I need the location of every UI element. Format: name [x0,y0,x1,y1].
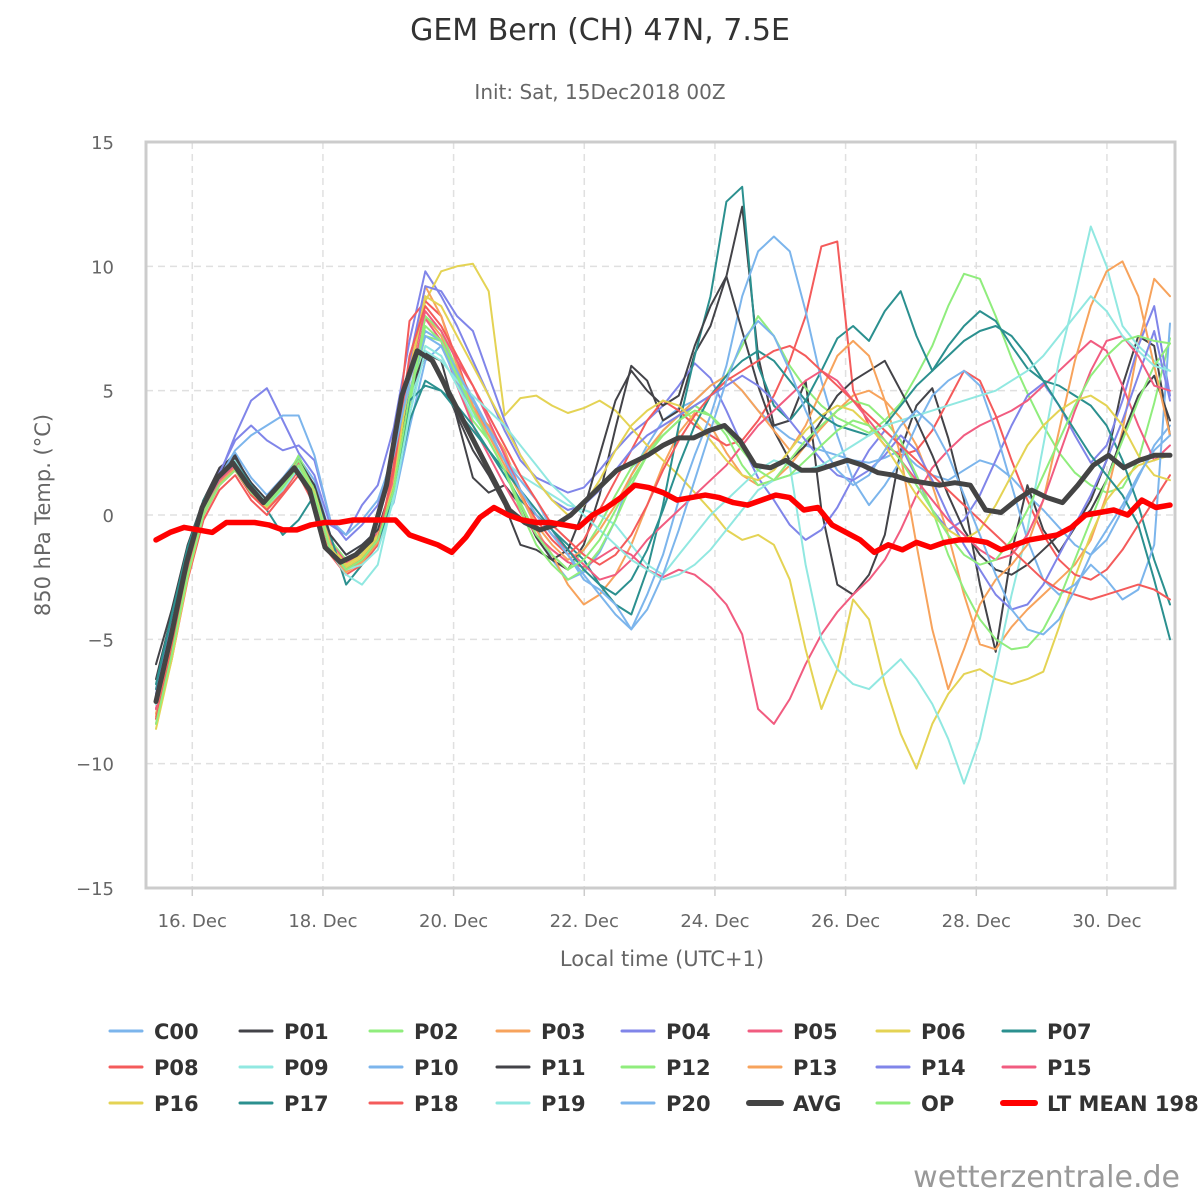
x-axis-ticks: 16. Dec 18. Dec 20. Dec 22. Dec 24. Dec 26. D… [158,888,1142,932]
legend-label: P08 [154,1056,199,1080]
y-tick-label: 15 [91,133,114,154]
series-line-p20 [155,320,1171,700]
y-tick-label: −15 [76,879,114,900]
series-lines [153,185,1173,785]
legend-item-p11[interactable]: P11 [495,1056,586,1080]
legend-label: P18 [414,1092,459,1116]
x-tick-label: 30. Dec [1072,911,1141,932]
legend-label: P19 [541,1092,586,1116]
legend-label: OP [921,1092,954,1116]
x-tick-label: 22. Dec [550,911,619,932]
legend-label: P03 [541,1020,586,1044]
series-line-avg [153,348,1173,704]
legend-item-p14[interactable]: P14 [875,1056,966,1080]
legend-label: P17 [284,1092,329,1116]
legend-label: P10 [414,1056,459,1080]
y-tick-label: 5 [103,382,114,403]
legend-item-p04[interactable]: P04 [620,1020,711,1044]
series-line-lt-mean-1981-2010 [153,482,1173,556]
legend-label: C00 [154,1020,199,1044]
legend-item-p05[interactable]: P05 [747,1020,838,1044]
legend-item-p03[interactable]: P03 [495,1020,586,1044]
legend-label: P09 [284,1056,329,1080]
x-tick-label: 16. Dec [158,911,227,932]
legend-label: P11 [541,1056,586,1080]
legend-item-p19[interactable]: P19 [495,1092,586,1116]
y-axis-title: 850 hPa Temp. (°C) [31,414,55,616]
legend-item-p15[interactable]: P15 [1001,1056,1092,1080]
x-tick-label: 28. Dec [942,911,1011,932]
legend-label: P07 [1047,1020,1092,1044]
legend-label: P20 [666,1092,711,1116]
chart-title: GEM Bern (CH) 47N, 7.5E [410,13,790,48]
y-tick-label: −5 [87,630,114,651]
series-line-op [155,325,1171,725]
legend-label: P01 [284,1020,329,1044]
x-tick-label: 26. Dec [811,911,880,932]
legend-label: P13 [793,1056,838,1080]
legend-item-c00[interactable]: C00 [108,1020,199,1044]
legend-label: P14 [921,1056,966,1080]
x-axis-title: Local time (UTC+1) [560,947,764,971]
legend-item-p08[interactable]: P08 [108,1056,199,1080]
credit-text: wetterzentrale.de [913,1160,1180,1195]
chart-subtitle: Init: Sat, 15Dec2018 00Z [474,80,725,104]
series-line-c00 [155,344,1171,695]
x-tick-label: 20. Dec [419,911,488,932]
legend-label: P04 [666,1020,711,1044]
legend-item-p18[interactable]: P18 [368,1092,459,1116]
plot-frame [144,140,1177,890]
legend-item-p10[interactable]: P10 [368,1056,459,1080]
legend-label: P15 [1047,1056,1092,1080]
legend-label: P05 [793,1020,838,1044]
x-tick-label: 24. Dec [680,911,749,932]
legend-item-p17[interactable]: P17 [238,1092,329,1116]
y-tick-label: 10 [91,257,114,278]
legend-item-lt-mean-1981-2010[interactable]: LT MEAN 1981-2010 [1000,1092,1200,1116]
series-line-p06 [155,262,1171,770]
legend-item-avg[interactable]: AVG [746,1092,841,1116]
legend: C00 P01 P02 P03 P04 P05 P06 P07 P08 P09 P10 P11 P12 P… [108,1020,1200,1116]
legend-item-p01[interactable]: P01 [238,1020,329,1044]
legend-item-op[interactable]: OP [875,1092,954,1116]
legend-label: P12 [666,1056,711,1080]
legend-label: P16 [154,1092,199,1116]
legend-item-p13[interactable]: P13 [747,1056,838,1080]
y-tick-label: −10 [76,755,114,776]
legend-item-p16[interactable]: P16 [108,1092,199,1116]
legend-label: P06 [921,1020,966,1044]
legend-item-p07[interactable]: P07 [1001,1020,1092,1044]
legend-item-p12[interactable]: P12 [620,1056,711,1080]
legend-label: P02 [414,1020,459,1044]
legend-item-p02[interactable]: P02 [368,1020,459,1044]
legend-label: AVG [793,1092,841,1116]
x-tick-label: 18. Dec [288,911,357,932]
legend-item-p06[interactable]: P06 [875,1020,966,1044]
legend-item-p20[interactable]: P20 [620,1092,711,1116]
legend-item-p09[interactable]: P09 [238,1056,329,1080]
legend-label: LT MEAN 1981-2010 [1047,1092,1200,1116]
y-axis-ticks: 15 10 5 0 −5 −10 −15 [76,133,114,900]
y-tick-label: 0 [103,506,114,527]
series-line-p11 [155,275,1171,681]
